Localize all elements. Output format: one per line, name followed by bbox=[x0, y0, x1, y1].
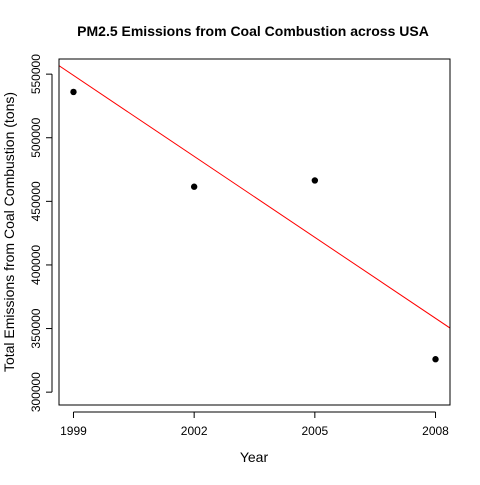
y-axis: 300000 350000 400000 450000 500000 550000 bbox=[29, 54, 53, 412]
y-tick-label: 300000 bbox=[29, 372, 43, 412]
data-point bbox=[311, 177, 319, 184]
data-point bbox=[190, 183, 198, 190]
y-tick-label: 350000 bbox=[29, 308, 43, 348]
chart-title: PM2.5 Emissions from Coal Combustion acr… bbox=[77, 23, 429, 39]
plot-frame bbox=[58, 58, 451, 406]
x-tick-label: 2008 bbox=[422, 424, 449, 438]
regression-line bbox=[59, 65, 450, 329]
plot-area bbox=[58, 58, 451, 406]
y-axis-title: Total Emissions from Coal Combustion (to… bbox=[1, 92, 17, 372]
x-axis: 1999 2002 2005 2008 bbox=[60, 411, 449, 438]
y-tick-label: 450000 bbox=[29, 181, 43, 221]
data-point bbox=[432, 356, 439, 363]
regression-layer bbox=[59, 65, 450, 329]
y-tick-label: 400000 bbox=[29, 245, 43, 285]
x-tick-label: 2005 bbox=[301, 424, 328, 438]
y-tick-label: 550000 bbox=[29, 54, 43, 94]
x-tick-label: 1999 bbox=[60, 424, 87, 438]
data-point bbox=[70, 88, 77, 96]
points-layer bbox=[70, 88, 439, 363]
x-tick-label: 2002 bbox=[181, 424, 208, 438]
x-axis-title: Year bbox=[240, 449, 269, 465]
y-tick-label: 500000 bbox=[29, 117, 43, 157]
